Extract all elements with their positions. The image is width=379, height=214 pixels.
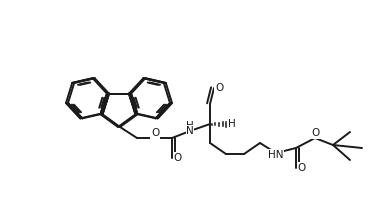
Text: O: O xyxy=(174,153,182,163)
Text: O: O xyxy=(215,83,223,93)
Text: HN: HN xyxy=(268,150,284,160)
Text: O: O xyxy=(151,128,159,138)
Text: H: H xyxy=(186,121,194,131)
Text: O: O xyxy=(298,163,306,173)
Text: O: O xyxy=(311,128,319,138)
Text: N: N xyxy=(186,126,194,136)
Text: H: H xyxy=(228,119,236,129)
